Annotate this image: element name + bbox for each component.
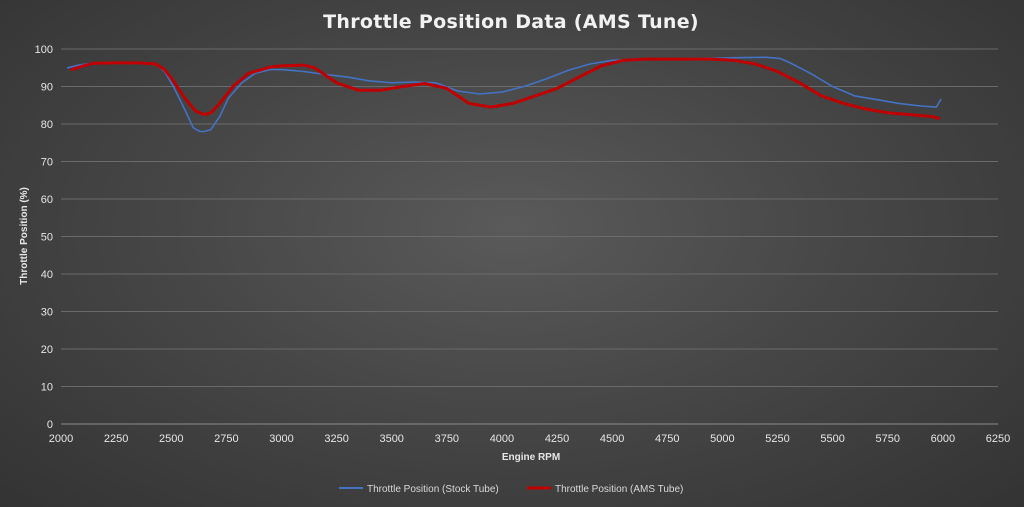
- x-tick-label: 2500: [159, 433, 183, 445]
- x-tick-label: 6000: [931, 433, 955, 445]
- y-axis-tick-labels: 0 10 20 30 40 50 60 70 80 90 100: [35, 44, 53, 431]
- y-tick-label: 70: [41, 157, 53, 169]
- x-tick-label: 4000: [490, 433, 514, 445]
- y-tick-label: 20: [41, 344, 53, 356]
- y-tick-label: 80: [41, 119, 53, 131]
- y-tick-label: 40: [41, 269, 53, 281]
- x-tick-label: 2750: [214, 433, 238, 445]
- x-tick-label: 3750: [435, 433, 459, 445]
- series-line-ams-tube: [70, 57, 940, 120]
- x-tick-label: 5500: [820, 433, 844, 445]
- x-tick-label: 3500: [379, 433, 403, 445]
- x-tick-label: 4500: [600, 433, 624, 445]
- legend: Throttle Position (Stock Tube) Throttle …: [339, 484, 683, 495]
- x-tick-label: 3000: [269, 433, 293, 445]
- series-line-stock-tube: [66, 56, 942, 133]
- x-tick-label: 4250: [545, 433, 569, 445]
- x-tick-label: 4750: [655, 433, 679, 445]
- x-tick-label: 2000: [49, 433, 73, 445]
- y-tick-label: 10: [41, 382, 53, 394]
- y-tick-label: 100: [35, 44, 53, 56]
- y-axis-title: Throttle Position (%): [19, 187, 30, 285]
- x-tick-label: 5750: [876, 433, 900, 445]
- x-tick-label: 5250: [765, 433, 789, 445]
- legend-label-ams-tube: Throttle Position (AMS Tube): [555, 484, 683, 495]
- y-tick-label: 0: [47, 419, 53, 431]
- legend-label-stock-tube: Throttle Position (Stock Tube): [367, 484, 499, 495]
- x-axis-tick-labels: 2000 2250 2500 2750 3000 3250 3500 3750 4000 4250…: [49, 433, 1010, 445]
- x-tick-label: 3250: [324, 433, 348, 445]
- chart-title: Throttle Position Data (AMS Tune): [323, 11, 699, 33]
- x-tick-label: 2250: [104, 433, 128, 445]
- y-tick-label: 50: [41, 232, 53, 244]
- y-tick-label: 30: [41, 307, 53, 319]
- series-lines: [66, 56, 942, 133]
- y-tick-label: 60: [41, 194, 53, 206]
- x-axis-title: Engine RPM: [502, 452, 560, 463]
- gridlines: [61, 48, 998, 387]
- x-tick-label: 5000: [710, 433, 734, 445]
- x-tick-label: 6250: [986, 433, 1010, 445]
- y-tick-label: 90: [41, 82, 53, 94]
